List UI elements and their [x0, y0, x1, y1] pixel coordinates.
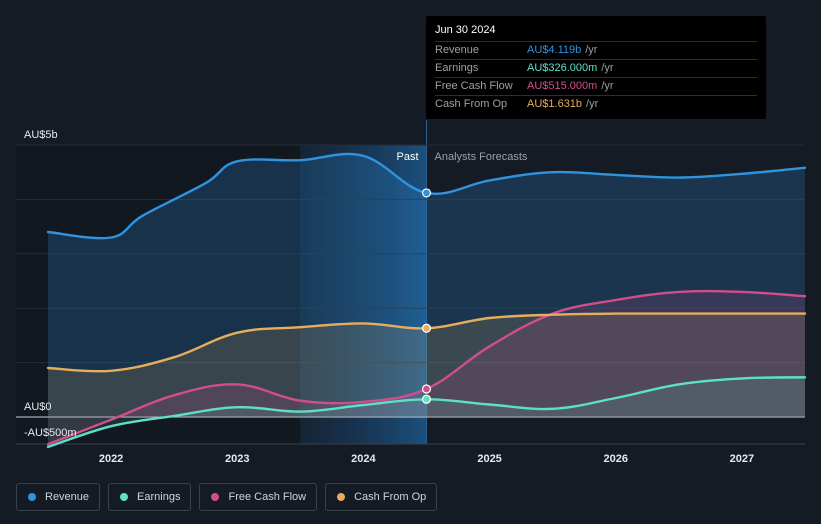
tooltip-unit: /yr: [601, 80, 614, 92]
area-revenue: [48, 153, 805, 417]
forecast-label: Analysts Forecasts: [435, 151, 528, 163]
tooltip-unit: /yr: [585, 44, 598, 56]
tooltip-label: Free Cash Flow: [435, 80, 513, 92]
tooltip-row-fcf: Free Cash Flow AU$515.000m /yr: [435, 77, 757, 95]
legend-item-free-cash-flow[interactable]: Free Cash Flow: [199, 483, 318, 511]
legend-dot: [211, 493, 220, 501]
x-tick-label: 2027: [730, 453, 754, 465]
legend-label: Earnings: [137, 491, 181, 503]
y-axis-label: -AU$500m: [24, 427, 77, 439]
series-line-revenue: [46, 152, 807, 240]
x-tick-label: 2022: [99, 453, 123, 465]
area-cfo: [48, 313, 805, 417]
tooltip: Jun 30 2024 Revenue AU$4.119b /yr Earnin…: [426, 16, 766, 119]
tooltip-date: Jun 30 2024: [435, 24, 496, 36]
tooltip-label: Earnings: [435, 62, 479, 74]
tooltip-row-cfo: Cash From Op AU$1.631b /yr: [435, 95, 757, 113]
legend-item-earnings[interactable]: Earnings: [108, 483, 192, 511]
legend-label: Revenue: [45, 491, 90, 503]
tooltip-unit: /yr: [586, 98, 599, 110]
legend-dot: [337, 493, 346, 501]
tooltip-row-revenue: Revenue AU$4.119b /yr: [435, 41, 757, 59]
data-point-revenue: [421, 188, 432, 198]
x-tick-label: 2026: [604, 453, 628, 465]
past-label: Past: [396, 151, 418, 163]
tooltip-value: AU$4.119b: [527, 44, 582, 56]
tooltip-label: Revenue: [435, 44, 480, 56]
tooltip-unit: /yr: [601, 62, 614, 74]
y-axis-label: AU$0: [24, 401, 52, 413]
legend-dot: [28, 493, 36, 501]
data-point-fcf: [421, 384, 432, 394]
legend-dot: [120, 493, 129, 501]
tooltip-label: Cash From Op: [435, 98, 508, 110]
legend-item-cash-from-op[interactable]: Cash From Op: [325, 483, 438, 511]
legend-item-revenue[interactable]: Revenue: [16, 483, 101, 511]
tooltip-value: AU$515.000m: [527, 80, 598, 92]
legend-label: Free Cash Flow: [228, 491, 307, 503]
highlight-band: [300, 145, 427, 444]
x-tick-label: 2024: [351, 453, 376, 465]
x-tick-label: 2023: [225, 453, 249, 465]
legend-label: Cash From Op: [354, 491, 427, 503]
area-earnings: [48, 377, 805, 447]
tooltip-row-earnings: Earnings AU$326.000m /yr: [435, 59, 757, 77]
tooltip-value: AU$326.000m: [527, 62, 598, 74]
legend: Revenue Earnings Free Cash Flow Cash Fro…: [16, 483, 438, 511]
x-tick-label: 2025: [477, 453, 501, 465]
data-point-cfo: [421, 323, 432, 333]
data-point-earnings: [421, 394, 432, 404]
y-axis-label: AU$5b: [24, 129, 58, 141]
tooltip-value: AU$1.631b: [527, 98, 583, 110]
area-fcf: [48, 291, 805, 445]
